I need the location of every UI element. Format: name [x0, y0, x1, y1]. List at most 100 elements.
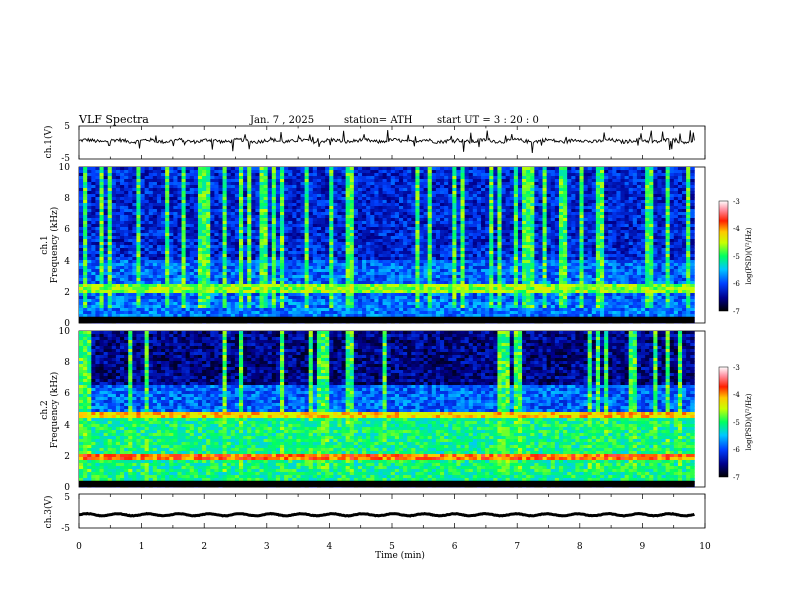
ch1-spec-cell: [99, 293, 105, 297]
ch1-spec-cell: [456, 215, 461, 219]
ch1-spec-cell: [431, 287, 437, 291]
ch1-spec-cell: [349, 296, 355, 300]
ch1-spec-cell: [243, 212, 248, 216]
ch1-spec-cell: [431, 170, 437, 174]
ch1-spec-cell: [435, 266, 441, 270]
ch1-spec-cell: [79, 236, 84, 240]
ch1-spec-cell: [185, 266, 191, 270]
ch1-spec-cell: [115, 245, 121, 249]
ch1-spec-cell: [288, 311, 293, 315]
ch1-spec-cell: [349, 275, 355, 279]
ch1-spec-cell: [362, 281, 367, 285]
ch1-spec-cell: [173, 182, 178, 186]
ch1-spec-cell: [144, 293, 150, 297]
ch1-spec-cell: [374, 215, 379, 219]
ch1-spec-cell: [173, 215, 178, 219]
ch1-spec-cell: [140, 233, 146, 237]
ch1-spec-cell: [292, 296, 297, 300]
ch1-spec-cell: [218, 290, 223, 294]
ch1-spec-cell: [333, 212, 338, 216]
ch1-spec-cell: [325, 281, 330, 285]
ch1-spec-cell: [374, 266, 379, 270]
ch1-spec-cell: [222, 272, 228, 276]
ch1-spec-cell: [382, 272, 388, 276]
ch1-spec-cell: [296, 254, 301, 258]
ch1-spec-cell: [374, 233, 379, 237]
ch1-spec-cell: [230, 236, 236, 240]
ch1-spec-cell: [255, 188, 260, 192]
ch1-spec-cell: [345, 305, 351, 309]
ch1-spec-cell: [181, 254, 187, 258]
ch1-spec-cell: [333, 260, 338, 264]
ch1-spec-cell: [411, 185, 416, 189]
ch1-spec-cell: [440, 308, 445, 312]
ch1-spec-cell: [169, 239, 174, 243]
ch1-spec-cell: [161, 257, 166, 261]
ch1-spec-cell: [464, 248, 470, 252]
ch1-spec-cell: [173, 206, 178, 210]
ch1-spec-cell: [411, 224, 416, 228]
ch1-spec-cell: [251, 188, 256, 192]
ch1-spec-cell: [337, 302, 342, 306]
ch1-spec-cell: [378, 218, 383, 222]
ch1-spec-cell: [156, 212, 162, 216]
ch1-spec-cell: [169, 272, 174, 276]
ch1-spec-cell: [280, 191, 285, 195]
ch1-spec-cell: [366, 224, 371, 228]
ch1-spec-cell: [370, 188, 375, 192]
ch1-spec-cell: [181, 203, 187, 207]
ch1-spec-cell: [140, 293, 146, 297]
ch1-spec-cell: [140, 290, 146, 294]
ch1-spec-cell: [177, 185, 182, 189]
ch1-spec-cell: [132, 188, 137, 192]
ch1-spec-cell: [378, 251, 383, 255]
ch1-spec-cell: [214, 185, 219, 189]
ch1-spec-cell: [230, 299, 236, 303]
ch1-spec-cell: [148, 290, 154, 294]
ch1-spec-cell: [349, 299, 355, 303]
ch1-spec-cell: [181, 314, 187, 318]
ch1-spec-cell: [156, 263, 162, 267]
ch1-spec-cell: [243, 263, 248, 267]
ch1-spec-cell: [296, 275, 301, 279]
ch1-spec-cell: [300, 311, 306, 315]
ch1-spec-cell: [238, 182, 244, 186]
ch1-spec-cell: [357, 275, 363, 279]
ch1-spec-cell: [103, 272, 109, 276]
ch1-spec-cell: [128, 188, 133, 192]
ch1-spec-cell: [140, 308, 146, 312]
ch1-spec-cell: [156, 218, 162, 222]
ch1-spec-cell: [300, 302, 306, 306]
ch1-spec-cell: [193, 233, 199, 237]
ch1-spec-cell: [210, 314, 215, 318]
ch1-spec-cell: [427, 290, 433, 294]
ch1-spec-cell: [431, 242, 437, 246]
ch1-spec-cell: [193, 287, 199, 291]
ch1-spec-cell: [419, 308, 424, 312]
ch1-spec-cell: [275, 173, 281, 177]
ch1-spec-cell: [284, 215, 289, 219]
ch1-spec-cell: [263, 167, 269, 171]
ch1-spec-cell: [189, 287, 195, 291]
ch1-spec-cell: [292, 293, 297, 297]
ch1-spec-cell: [394, 314, 400, 318]
ch1-spec-cell: [251, 254, 256, 258]
ch1-spec-cell: [197, 206, 203, 210]
ch1-spec-cell: [136, 221, 141, 225]
ch1-spec-cell: [193, 224, 199, 228]
ch1-spec-cell: [107, 173, 113, 177]
ch1-spec-cell: [189, 308, 195, 312]
ch1-spec-cell: [353, 194, 359, 198]
ch1-spec-cell: [353, 275, 359, 279]
ch1-spec-cell: [83, 263, 88, 267]
ch1-spec-cell: [394, 224, 400, 228]
ch1-spec-cell: [136, 314, 141, 318]
ch1-spec-cell: [456, 302, 461, 306]
ch1-spec-cell: [275, 242, 281, 246]
ch1-spec-cell: [156, 251, 162, 255]
ch1-spec-cell: [189, 212, 195, 216]
ch1-spec-cell: [169, 308, 174, 312]
ch1-spec-cell: [284, 251, 289, 255]
ch1-spec-cell: [390, 218, 396, 222]
ch1-spec-cell: [333, 200, 338, 204]
